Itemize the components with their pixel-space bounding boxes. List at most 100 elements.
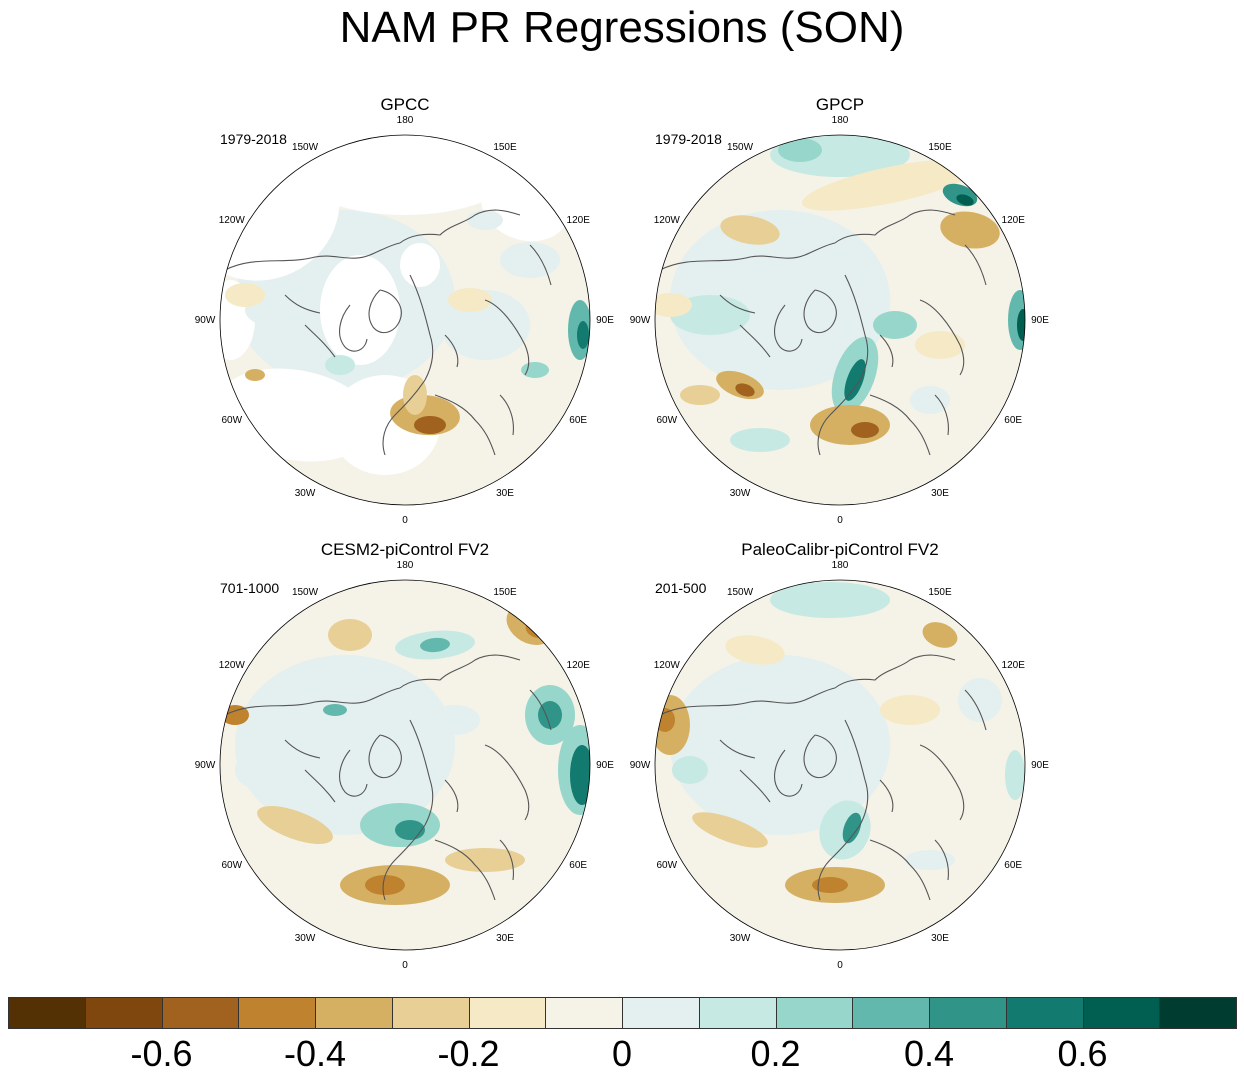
- panel-title: GPCC: [380, 95, 430, 114]
- longitude-label: 60W: [222, 860, 243, 871]
- colorbar-box: [775, 997, 854, 1029]
- longitude-label: 60W: [657, 860, 678, 871]
- longitude-label: 90E: [596, 760, 614, 771]
- panel-paleocalibr: PaleoCalibr-piControl FV2 201-500 180 150…: [620, 540, 1060, 971]
- longitude-label: 150W: [727, 142, 754, 153]
- precip-field: [655, 135, 1025, 505]
- coastlines: [659, 654, 987, 901]
- longitude-label: 120W: [219, 215, 246, 226]
- longitude-label: 30W: [730, 933, 751, 944]
- longitude-label: 60E: [569, 415, 587, 426]
- polar-map-paleocalibr: 180 150E 120E 90E 60E 30E 0 30W 60W 90W 120W 150W: [630, 560, 1050, 971]
- map-boundary: [654, 134, 1026, 506]
- polar-map-cesm2: 180 150E 120E 90E 60E 30E 0 30W 60W 90W 120W 150W: [195, 560, 615, 971]
- map-boundary: [219, 134, 591, 506]
- precip-field: [220, 580, 590, 950]
- panel-gpcp: GPCP 1979-2018 180 150E 120E 90E 60E 30E 0 30W 6…: [620, 95, 1060, 526]
- longitude-label: 90E: [1031, 760, 1049, 771]
- longitude-label: 120W: [654, 215, 681, 226]
- longitude-label: 90W: [630, 760, 651, 771]
- colorbar-box: [391, 997, 470, 1029]
- longitude-label: 60W: [657, 415, 678, 426]
- longitude-label: 60W: [222, 415, 243, 426]
- longitude-label: 30E: [496, 488, 514, 499]
- longitude-label: 60E: [569, 860, 587, 871]
- longitude-label: 30W: [730, 488, 751, 499]
- figure-title: NAM PR Regressions (SON): [339, 3, 905, 52]
- longitude-label: 120E: [1002, 215, 1026, 226]
- panel-period: 1979-2018: [655, 131, 722, 147]
- longitude-label: 90E: [596, 315, 614, 326]
- panel-title: CESM2-piControl FV2: [320, 540, 490, 559]
- longitude-label: 90W: [195, 760, 216, 771]
- longitude-label: 30E: [931, 933, 949, 944]
- colorbar: [8, 997, 1237, 1031]
- longitude-label: 120W: [654, 660, 681, 671]
- longitude-label: 150E: [493, 587, 517, 598]
- longitude-label: 90W: [195, 315, 216, 326]
- longitude-label: 180: [832, 115, 849, 126]
- longitude-label: 30E: [496, 933, 514, 944]
- longitude-label: 120E: [1002, 660, 1026, 671]
- colorbar-tick-label: -0.6: [130, 1033, 193, 1074]
- longitude-label: 120E: [567, 215, 591, 226]
- longitude-label: 120W: [219, 660, 246, 671]
- longitude-label: 0: [837, 515, 843, 526]
- panel-title: PaleoCalibr-piControl FV2: [741, 540, 939, 559]
- longitude-label: 0: [837, 960, 843, 971]
- colorbar-box: [468, 997, 547, 1029]
- colorbar-tick-label: 0.4: [903, 1033, 955, 1074]
- longitude-label: 150W: [292, 587, 319, 598]
- polar-map-gpcp: 180 150E 120E 90E 60E 30E 0 30W 60W 90W 120W 150W: [630, 115, 1050, 526]
- colorbar-tick-label: 0.6: [1057, 1033, 1108, 1074]
- longitude-label: 0: [402, 960, 408, 971]
- longitude-label: 60E: [1004, 415, 1022, 426]
- colorbar-tick-label: -0.4: [283, 1033, 347, 1074]
- panel-cesm2: CESM2-piControl FV2 701-1000 180 150E 120E…: [185, 540, 625, 971]
- colorbar-tick-label: 0: [611, 1033, 633, 1074]
- panel-gpcc: GPCC 1979-2018 180 150E 120E 90E 60E 30E 0 30W 6…: [185, 95, 625, 526]
- longitude-label: 30W: [295, 488, 316, 499]
- colorbar-box: [622, 997, 700, 1029]
- colorbar-box: [1005, 997, 1084, 1029]
- longitude-label: 60E: [1004, 860, 1022, 871]
- coastlines: [224, 209, 552, 456]
- colorbar-box: [929, 997, 1007, 1029]
- panel-period: 201-500: [655, 580, 707, 596]
- colorbar-box: [238, 997, 316, 1029]
- colorbar-box: [698, 997, 777, 1029]
- longitude-label: 150E: [928, 142, 952, 153]
- panel-period: 701-1000: [220, 580, 280, 596]
- precip-field: [655, 580, 1025, 950]
- colorbar-box: [852, 997, 930, 1029]
- longitude-label: 180: [832, 560, 849, 571]
- colorbar-box: [84, 997, 163, 1029]
- colorbar-box: [1159, 997, 1237, 1029]
- colorbar-box: [8, 997, 86, 1029]
- colorbar-box: [315, 997, 393, 1029]
- longitude-label: 120E: [567, 660, 591, 671]
- longitude-label: 90E: [1031, 315, 1049, 326]
- longitude-label: 30E: [931, 488, 949, 499]
- coastlines: [659, 209, 987, 456]
- longitude-label: 150E: [493, 142, 517, 153]
- map-boundary: [219, 579, 591, 951]
- map-boundary: [654, 579, 1026, 951]
- precip-field: [220, 135, 590, 505]
- longitude-label: 30W: [295, 933, 316, 944]
- longitude-label: 150W: [292, 142, 319, 153]
- longitude-label: 180: [397, 115, 414, 126]
- panel-period: 1979-2018: [220, 131, 287, 147]
- colorbar-tick-label: 0.2: [750, 1033, 801, 1074]
- colorbar-box: [1082, 997, 1161, 1029]
- coastlines: [224, 654, 552, 901]
- polar-map-gpcc: 180 150E 120E 90E 60E 30E 0 30W 60W 90W 120W 150W: [195, 115, 615, 526]
- longitude-label: 180: [397, 560, 414, 571]
- colorbar-box: [161, 997, 240, 1029]
- colorbar-box: [545, 997, 623, 1029]
- longitude-label: 150E: [928, 587, 952, 598]
- panel-title: GPCP: [815, 95, 865, 114]
- longitude-label: 150W: [727, 587, 754, 598]
- longitude-label: 0: [402, 515, 408, 526]
- colorbar-tick-label: -0.2: [437, 1033, 500, 1074]
